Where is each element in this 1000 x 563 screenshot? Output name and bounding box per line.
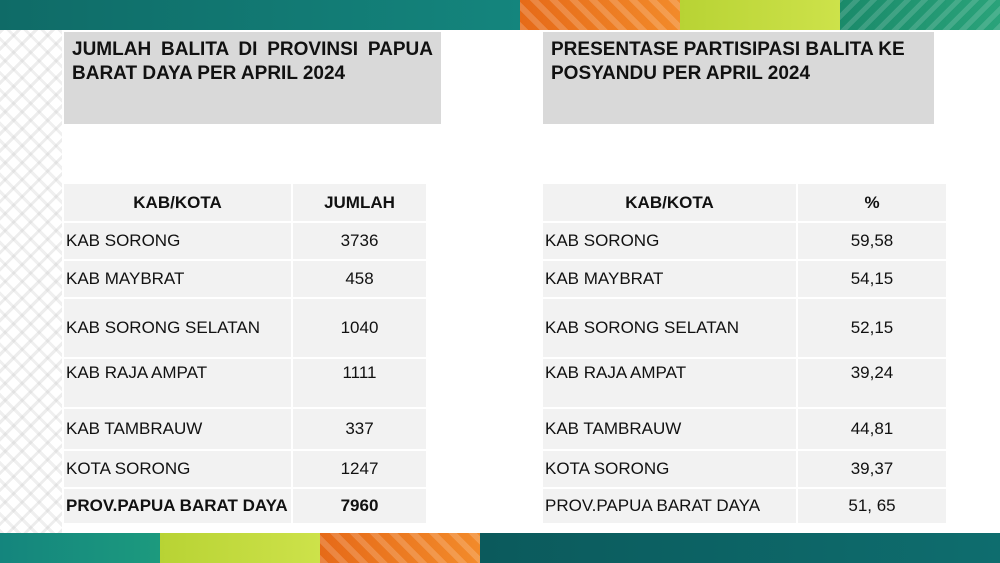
row-value: 458 [292,260,426,299]
table-row: KAB TAMBRAUW 337 [64,408,426,451]
band-segment-lime [160,533,320,563]
row-value: 3736 [292,222,426,261]
row-name: KAB MAYBRAT [543,260,798,299]
posyandu-participation-table: KAB/KOTA % KAB SORONG 59,58 KAB MAYBRAT … [543,184,946,525]
row-value: 59,58 [797,222,946,261]
total-name: PROV.PAPUA BARAT DAYA [543,488,798,525]
total-value: 7960 [292,488,426,525]
table-row: KAB MAYBRAT 458 [64,260,426,299]
table-row: KAB RAJA AMPAT 39,24 [543,358,946,409]
row-value: 39,37 [797,450,946,489]
header-kab-kota: KAB/KOTA [64,184,293,223]
table-total-row: PROV.PAPUA BARAT DAYA 51, 65 [543,488,946,525]
side-decorative-pattern [0,30,62,533]
band-segment-teal [480,533,1000,563]
table-row: KAB RAJA AMPAT 1111 [64,358,426,409]
row-name: KAB RAJA AMPAT [64,358,293,409]
table-row: KAB SORONG 59,58 [543,222,946,261]
row-name: KAB TAMBRAUW [64,408,293,451]
header-jumlah: JUMLAH [292,184,426,223]
table-row: KAB MAYBRAT 54,15 [543,260,946,299]
table-header-row: KAB/KOTA JUMLAH [64,184,426,223]
table-row: KOTA SORONG 39,37 [543,450,946,489]
row-value: 54,15 [797,260,946,299]
band-segment-green [0,533,160,563]
band-segment-orange [520,0,680,30]
table-row: KAB SORONG SELATAN 52,15 [543,298,946,359]
table-total-row: PROV.PAPUA BARAT DAYA 7960 [64,488,426,525]
table-row: KOTA SORONG 1247 [64,450,426,489]
row-value: 52,15 [797,298,946,359]
table-row: KAB TAMBRAUW 44,81 [543,408,946,451]
band-segment-lime [680,0,840,30]
table-row: KAB SORONG SELATAN 1040 [64,298,426,359]
band-segment-orange [320,533,480,563]
left-title: JUMLAH BALITA DI PROVINSI PAPUA BARAT DA… [64,32,441,124]
balita-count-table: KAB/KOTA JUMLAH KAB SORONG 3736 KAB MAYB… [64,184,426,525]
band-segment-green [840,0,1000,30]
row-name: KAB TAMBRAUW [543,408,798,451]
bottom-decorative-band [0,533,1000,563]
row-name: KAB SORONG SELATAN [543,298,798,359]
header-kab-kota: KAB/KOTA [543,184,798,223]
row-value: 1111 [292,358,426,409]
row-value: 39,24 [797,358,946,409]
row-name: KAB RAJA AMPAT [543,358,798,409]
row-name: KAB SORONG [543,222,798,261]
row-value: 1247 [292,450,426,489]
row-name: KAB SORONG [64,222,293,261]
row-name: KOTA SORONG [543,450,798,489]
row-name: KOTA SORONG [64,450,293,489]
row-name: KAB SORONG SELATAN [64,298,293,359]
right-title: PRESENTASE PARTISIPASI BALITA KE POSYAND… [543,32,934,124]
total-name: PROV.PAPUA BARAT DAYA [64,488,293,525]
header-percent: % [797,184,946,223]
top-decorative-band [0,0,1000,30]
row-value: 337 [292,408,426,451]
band-segment-teal [0,0,520,30]
row-name: KAB MAYBRAT [64,260,293,299]
row-value: 44,81 [797,408,946,451]
row-value: 1040 [292,298,426,359]
table-row: KAB SORONG 3736 [64,222,426,261]
total-value: 51, 65 [797,488,946,525]
table-header-row: KAB/KOTA % [543,184,946,223]
